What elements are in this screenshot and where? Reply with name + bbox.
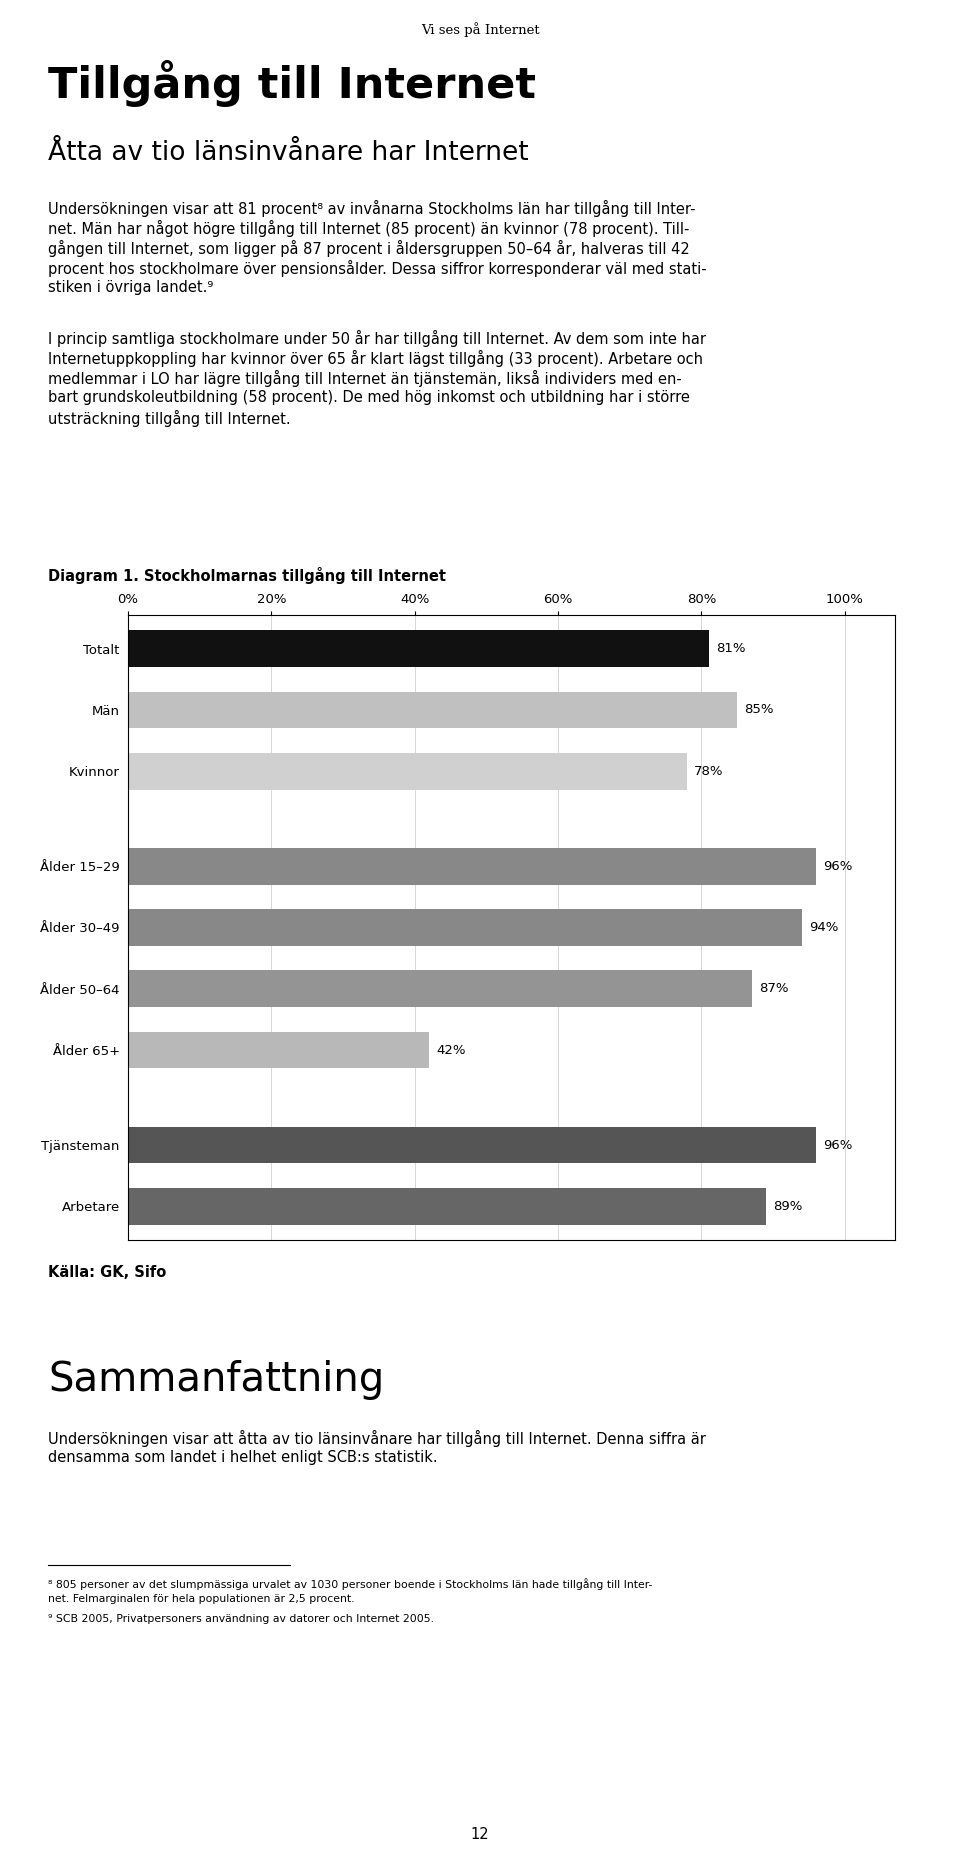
Text: 85%: 85% (744, 703, 774, 716)
Text: Internetuppkoppling har kvinnor över 65 år klart lägst tillgång (33 procent). Ar: Internetuppkoppling har kvinnor över 65 … (48, 351, 703, 367)
Text: bart grundskoleutbildning (58 procent). De med hög inkomst och utbildning har i : bart grundskoleutbildning (58 procent). … (48, 390, 690, 404)
Text: 87%: 87% (758, 983, 788, 996)
Text: ⁸ 805 personer av det slumpmässiga urvalet av 1030 personer boende i Stockholms : ⁸ 805 personer av det slumpmässiga urval… (48, 1579, 653, 1590)
Text: 96%: 96% (824, 1139, 852, 1152)
Text: I princip samtliga stockholmare under 50 år har tillgång till Internet. Av dem s: I princip samtliga stockholmare under 50… (48, 330, 706, 347)
Bar (128, 1126, 816, 1163)
Text: 94%: 94% (809, 920, 838, 935)
Text: net. Felmarginalen för hela populationen är 2,5 procent.: net. Felmarginalen för hela populationen… (48, 1593, 354, 1605)
Text: net. Män har något högre tillgång till Internet (85 procent) än kvinnor (78 proc: net. Män har något högre tillgång till I… (48, 221, 689, 237)
Text: stiken i övriga landet.⁹: stiken i övriga landet.⁹ (48, 280, 213, 295)
Bar (128, 909, 802, 946)
Bar (128, 692, 737, 729)
Text: Källa: GK, Sifo: Källa: GK, Sifo (48, 1265, 166, 1280)
Text: gången till Internet, som ligger på 87 procent i åldersgruppen 50–64 år, halvera: gången till Internet, som ligger på 87 p… (48, 239, 689, 258)
Text: densamma som landet i helhet enligt SCB:s statistik.: densamma som landet i helhet enligt SCB:… (48, 1451, 438, 1465)
Bar (128, 1187, 766, 1224)
Text: Vi ses på Internet: Vi ses på Internet (420, 22, 540, 37)
Bar (128, 1031, 429, 1068)
Text: 89%: 89% (773, 1200, 803, 1213)
Text: 96%: 96% (824, 859, 852, 872)
Text: Undersökningen visar att 81 procent⁸ av invånarna Stockholms län har tillgång ti: Undersökningen visar att 81 procent⁸ av … (48, 200, 695, 217)
Text: Sammanfattning: Sammanfattning (48, 1360, 384, 1401)
Text: ⁹ SCB 2005, Privatpersoners användning av datorer och Internet 2005.: ⁹ SCB 2005, Privatpersoners användning a… (48, 1614, 434, 1623)
Text: 78%: 78% (694, 764, 724, 777)
Bar (128, 631, 708, 668)
Text: Undersökningen visar att åtta av tio länsinvånare har tillgång till Internet. De: Undersökningen visar att åtta av tio län… (48, 1430, 706, 1447)
Text: utsträckning tillgång till Internet.: utsträckning tillgång till Internet. (48, 410, 291, 427)
Text: Tillgång till Internet: Tillgång till Internet (48, 59, 536, 108)
Text: Åtta av tio länsinvånare har Internet: Åtta av tio länsinvånare har Internet (48, 139, 529, 165)
Text: 42%: 42% (436, 1044, 466, 1057)
Text: 12: 12 (470, 1827, 490, 1842)
Text: 81%: 81% (716, 642, 745, 655)
Text: Diagram 1. Stockholmarnas tillgång till Internet: Diagram 1. Stockholmarnas tillgång till … (48, 568, 446, 584)
Bar (128, 753, 687, 790)
Bar (128, 848, 816, 885)
Bar (128, 970, 752, 1007)
Text: medlemmar i LO har lägre tillgång till Internet än tjänstemän, likså individers : medlemmar i LO har lägre tillgång till I… (48, 369, 682, 388)
Text: procent hos stockholmare över pensionsålder. Dessa siffror korresponderar väl me: procent hos stockholmare över pensionsål… (48, 260, 707, 276)
